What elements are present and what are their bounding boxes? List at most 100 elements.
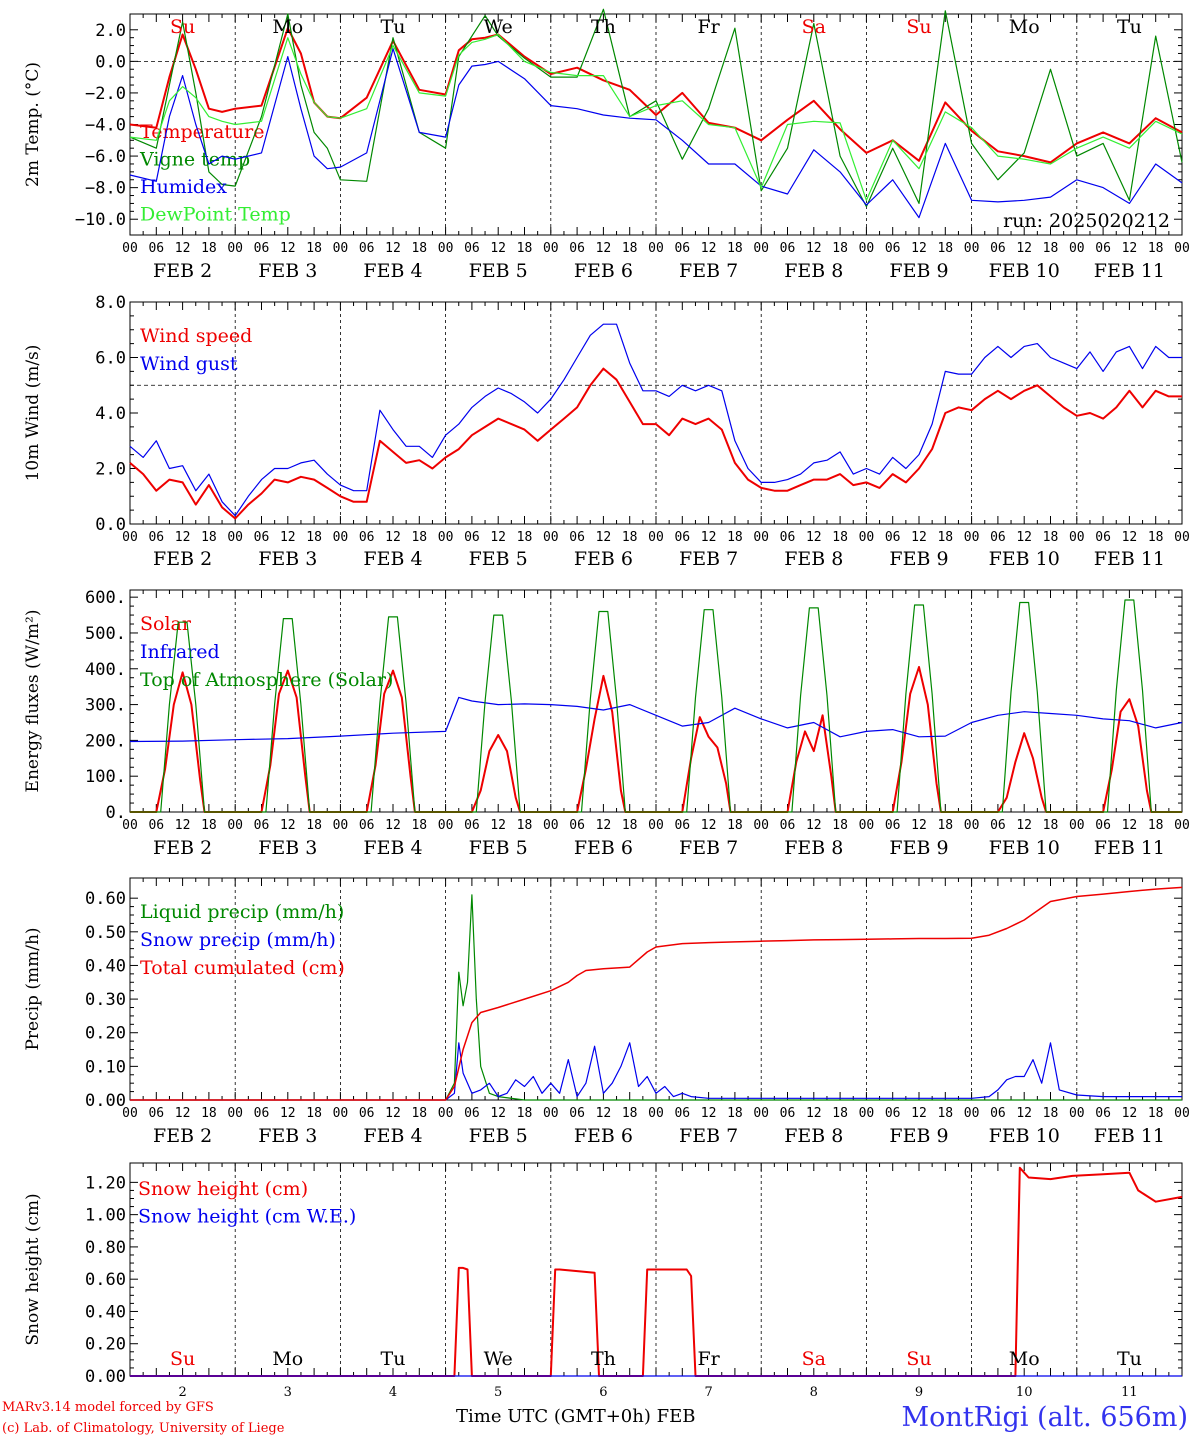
hour-tick-label: 06 [569, 818, 585, 833]
hour-tick-label: 06 [674, 1106, 690, 1121]
legend-entry: Total cumulated (cm) [140, 957, 345, 979]
x-axis-month: FEB [656, 1406, 696, 1427]
hour-tick-label: 00 [1174, 818, 1190, 833]
hour-tick-label: 00 [859, 241, 875, 256]
date-label: FEB 9 [889, 837, 948, 859]
weekday-label: Tu [381, 16, 406, 38]
hour-tick-label: 00 [859, 530, 875, 545]
weekday-label: Fr [697, 1348, 720, 1370]
hour-tick-label: 00 [438, 241, 454, 256]
hour-tick-label: 00 [438, 530, 454, 545]
hour-tick-label: 12 [701, 818, 717, 833]
hour-tick-label: 18 [201, 1106, 217, 1121]
hour-tick-label: 12 [806, 1106, 822, 1121]
panel-3: 0. 100. 200. 300. 400. 500. 600. Energy fluxes … [23, 588, 1190, 859]
y-tick-label: 0. [106, 803, 126, 823]
hour-tick-label: 18 [832, 818, 848, 833]
hour-tick-label: 12 [1016, 241, 1032, 256]
hour-tick-label: 12 [596, 818, 612, 833]
hour-tick-label: 18 [622, 818, 638, 833]
hour-tick-label: 18 [1148, 530, 1164, 545]
weekday-label: Tu [1117, 16, 1142, 38]
x-axis-title: Time UTC (GMT+0h) FEB [456, 1406, 695, 1427]
y-tick-label: 0.00 [85, 1091, 126, 1111]
hour-tick-label: 18 [1043, 1106, 1059, 1121]
date-label: FEB 7 [679, 1125, 738, 1147]
hour-tick-label: 06 [569, 530, 585, 545]
y-tick-label: 0.20 [85, 1024, 126, 1044]
hour-tick-label: 12 [280, 530, 296, 545]
hour-tick-label: 12 [385, 530, 401, 545]
y-tick-label: 0.50 [85, 923, 126, 943]
hour-tick-label: 00 [227, 241, 243, 256]
hour-tick-label: 06 [1095, 530, 1111, 545]
legend-entry: Snow height (cm W.E.) [138, 1206, 356, 1228]
legend-entry: Wind gust [140, 353, 238, 375]
hour-tick-label: 06 [990, 818, 1006, 833]
hour-tick-label: 00 [753, 818, 769, 833]
weekday-label: Mo [272, 16, 303, 38]
hour-tick-label: 06 [569, 241, 585, 256]
hour-tick-label: 06 [359, 1106, 375, 1121]
hour-tick-label: 06 [254, 1106, 270, 1121]
hour-tick-label: 06 [885, 241, 901, 256]
hour-tick-label: 06 [569, 1106, 585, 1121]
hour-tick-label: 06 [254, 818, 270, 833]
date-label: FEB 11 [1094, 260, 1165, 282]
hour-tick-label: 06 [464, 241, 480, 256]
y-tick-label: −8.0 [85, 179, 126, 199]
hour-tick-label: 12 [1122, 1106, 1138, 1121]
hour-tick-label: 18 [517, 1106, 533, 1121]
hour-tick-label: 18 [622, 241, 638, 256]
hour-tick-label: 18 [1043, 818, 1059, 833]
hour-tick-label: 18 [517, 241, 533, 256]
hour-tick-label: 18 [201, 241, 217, 256]
hour-tick-label: 00 [227, 1106, 243, 1121]
series-line-3 [129, 48, 1183, 219]
date-label: FEB 11 [1094, 837, 1165, 859]
date-label: FEB 8 [784, 260, 843, 282]
hour-tick-label: 18 [201, 530, 217, 545]
run-annotation: run: 2025020212 [1003, 210, 1170, 232]
hour-tick-label: 12 [911, 530, 927, 545]
date-label: FEB 4 [363, 1125, 422, 1147]
y-tick-label: 0.40 [85, 1302, 126, 1322]
hour-tick-label: 12 [175, 530, 191, 545]
hour-tick-label: 18 [727, 530, 743, 545]
y-tick-label: 600. [85, 588, 126, 608]
hour-tick-label: 00 [859, 1106, 875, 1121]
y-tick-label: 0.30 [85, 990, 126, 1010]
date-label: FEB 4 [363, 260, 422, 282]
weekday-label: Th [591, 16, 616, 38]
hour-tick-label: 12 [175, 241, 191, 256]
hour-tick-label: 12 [596, 530, 612, 545]
hour-tick-label: 00 [1069, 1106, 1085, 1121]
y-tick-label: 500. [85, 624, 126, 644]
credit-lab: (c) Lab. of Climatology, University of L… [2, 1421, 285, 1436]
hour-tick-label: 18 [411, 530, 427, 545]
hour-tick-label: 06 [464, 530, 480, 545]
y-tick-label: 2.0 [95, 460, 126, 480]
date-label: FEB 7 [679, 837, 738, 859]
hour-tick-label: 18 [622, 530, 638, 545]
hour-tick-label: 06 [148, 530, 164, 545]
weekday-label: Th [591, 1348, 616, 1370]
series-line-2 [129, 323, 1182, 517]
y-tick-label: 0.40 [85, 956, 126, 976]
y-tick-label: 400. [85, 660, 126, 680]
hour-tick-label: 00 [227, 818, 243, 833]
day-number-label: 9 [915, 1385, 923, 1400]
hour-tick-label: 12 [385, 818, 401, 833]
hour-tick-label: 00 [753, 530, 769, 545]
date-label: FEB 11 [1094, 1125, 1165, 1147]
date-label: FEB 2 [153, 548, 212, 570]
hour-tick-label: 06 [359, 530, 375, 545]
legend-entry: Snow height (cm) [138, 1178, 308, 1200]
hour-tick-label: 00 [227, 530, 243, 545]
weekday-label: Sa [802, 16, 826, 38]
legend-entry: Snow precip (mm/h) [140, 929, 336, 951]
hour-tick-label: 12 [806, 818, 822, 833]
date-label: FEB 9 [889, 548, 948, 570]
hour-tick-label: 18 [937, 241, 953, 256]
legend-entry: Vigne temp [139, 149, 250, 171]
